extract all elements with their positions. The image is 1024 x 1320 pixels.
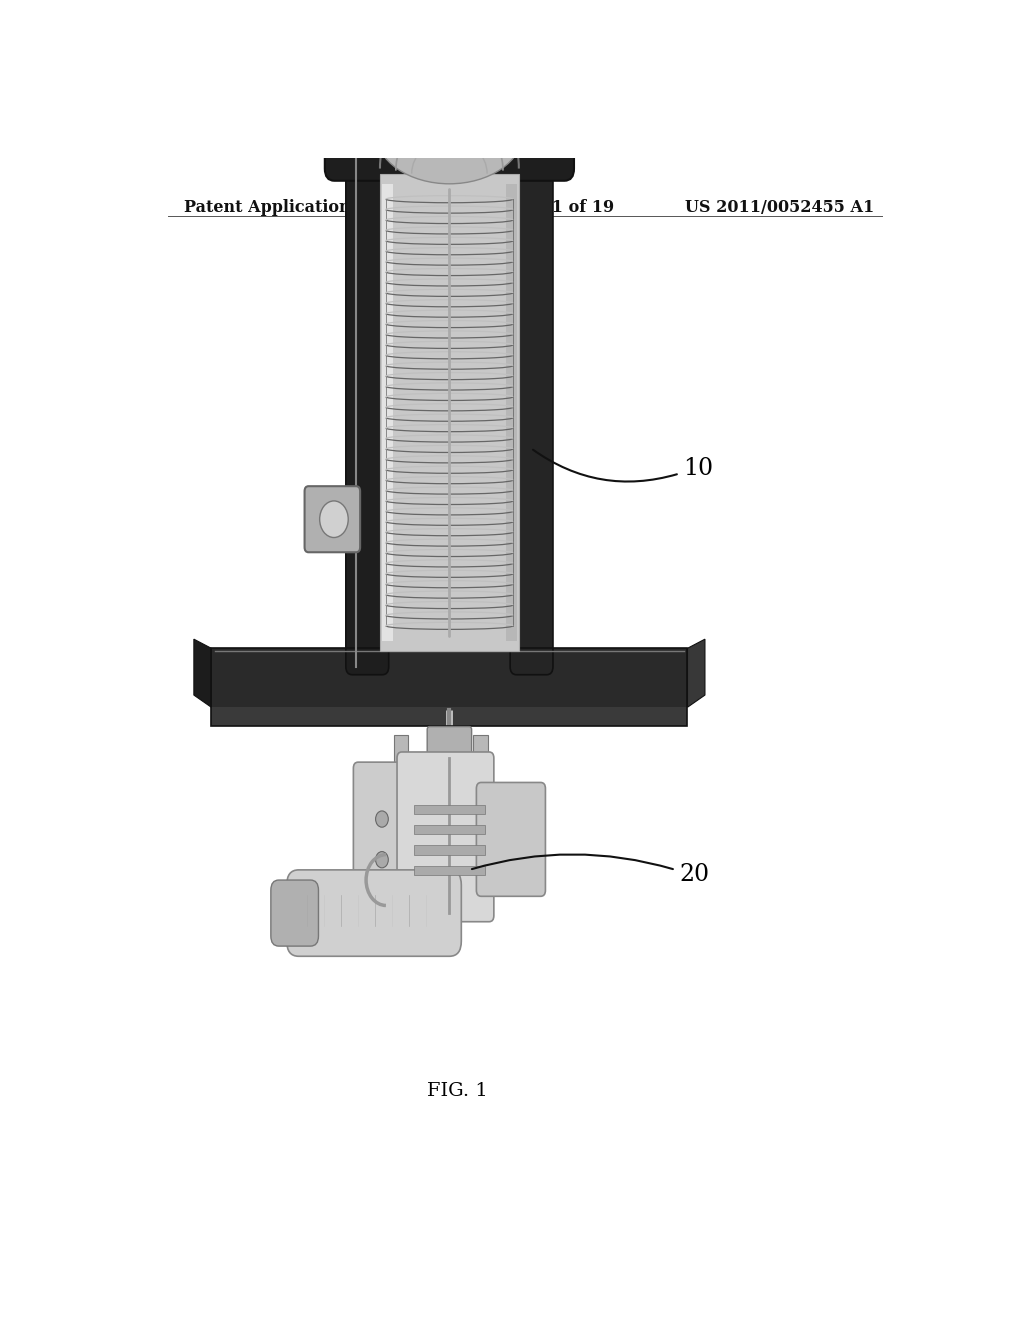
FancyBboxPatch shape — [427, 726, 472, 758]
Bar — [433, 735, 447, 763]
Ellipse shape — [376, 82, 523, 183]
Circle shape — [376, 810, 388, 828]
FancyBboxPatch shape — [397, 752, 494, 921]
Bar — [380, 158, 519, 667]
FancyBboxPatch shape — [304, 486, 360, 552]
Bar — [382, 183, 392, 642]
Bar — [414, 846, 485, 854]
FancyArrowPatch shape — [472, 854, 673, 869]
FancyBboxPatch shape — [433, 92, 466, 111]
Polygon shape — [687, 639, 705, 708]
Polygon shape — [194, 639, 211, 708]
Text: US 2011/0052455 A1: US 2011/0052455 A1 — [685, 199, 873, 216]
FancyBboxPatch shape — [270, 880, 318, 946]
Text: Patent Application Publication: Patent Application Publication — [183, 199, 459, 216]
Bar — [506, 183, 517, 642]
Text: Mar. 3, 2011  Sheet 1 of 19: Mar. 3, 2011 Sheet 1 of 19 — [372, 199, 614, 216]
FancyBboxPatch shape — [346, 150, 389, 675]
Bar — [344, 499, 357, 539]
Ellipse shape — [416, 103, 460, 143]
FancyBboxPatch shape — [325, 117, 574, 181]
Bar — [414, 825, 485, 834]
FancyBboxPatch shape — [353, 762, 426, 896]
Circle shape — [376, 851, 388, 867]
Circle shape — [319, 500, 348, 537]
FancyBboxPatch shape — [287, 870, 462, 956]
FancyArrowPatch shape — [534, 450, 677, 482]
Bar — [211, 648, 687, 708]
FancyBboxPatch shape — [476, 783, 546, 896]
Bar — [380, 174, 519, 651]
Bar — [211, 648, 687, 726]
FancyBboxPatch shape — [424, 100, 475, 136]
Bar — [414, 866, 485, 875]
Text: FIG. 1: FIG. 1 — [427, 1082, 487, 1101]
Bar — [473, 735, 487, 763]
Bar — [211, 708, 687, 726]
Bar — [414, 805, 485, 814]
FancyBboxPatch shape — [510, 150, 553, 675]
Text: 20: 20 — [680, 863, 710, 887]
Text: 10: 10 — [684, 457, 714, 480]
Bar — [394, 735, 409, 763]
